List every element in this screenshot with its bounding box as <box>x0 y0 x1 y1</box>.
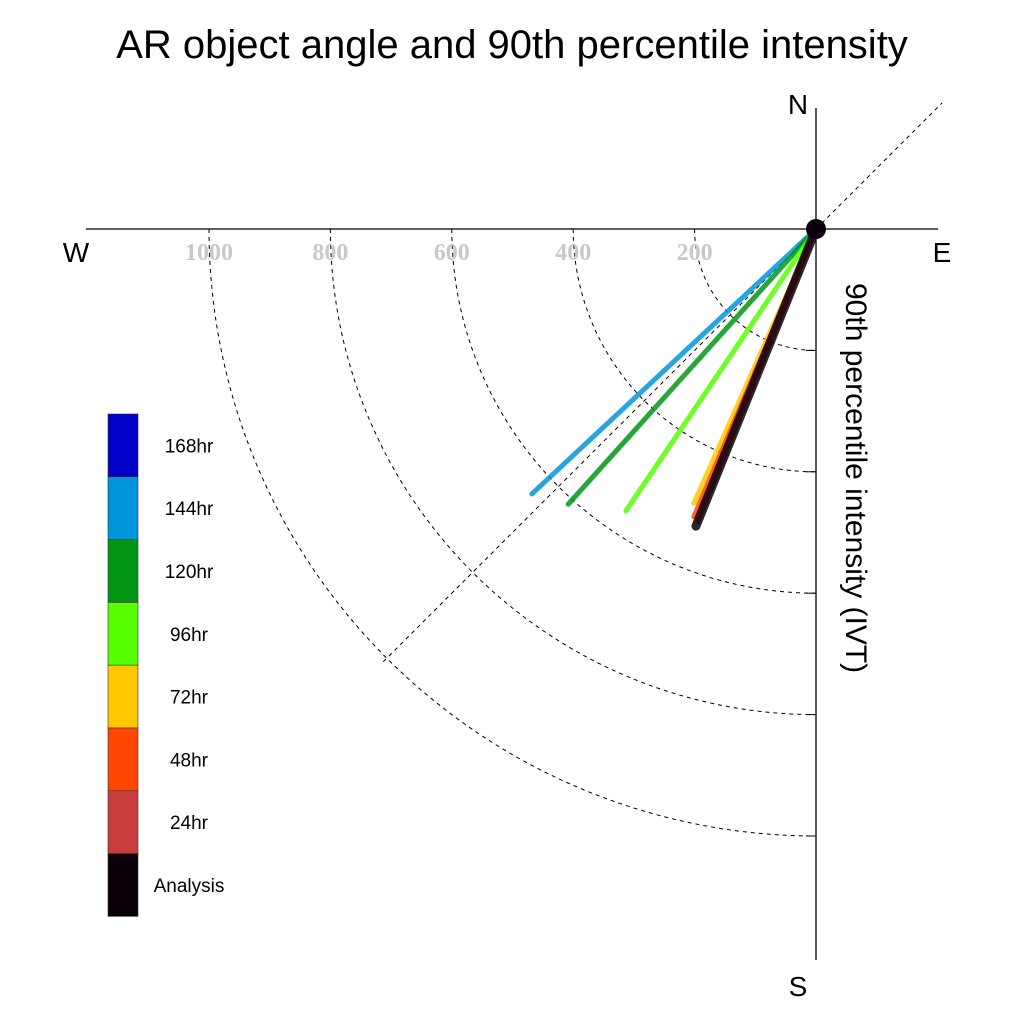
legend-label-analysis: Analysis <box>154 876 225 897</box>
legend-swatch-72hr <box>107 664 139 729</box>
legend-label-144hr: 144hr <box>165 499 214 520</box>
tick-label-600: 600 <box>434 240 470 266</box>
east-label: E <box>933 237 952 268</box>
legend-swatch-168hr <box>107 413 139 478</box>
south-label: S <box>789 971 808 1002</box>
tick-label-800: 800 <box>312 240 348 266</box>
legend-label-168hr: 168hr <box>165 436 214 457</box>
tick-label-200: 200 <box>677 240 713 266</box>
origin-marker <box>806 219 826 239</box>
legend-swatch-48hr <box>107 727 139 792</box>
north-label: N <box>788 89 808 120</box>
legend-label-96hr: 96hr <box>170 625 209 646</box>
diagonal-ne <box>815 102 943 230</box>
legend: 168hr 144hr 120hr 96hr 72hr 48hr 24hr Analysis <box>107 413 225 917</box>
radial-tick-labels: 1000 800 600 400 200 <box>185 240 713 266</box>
vector-144hr <box>529 226 819 497</box>
vector-96hr <box>623 226 819 514</box>
legend-label-48hr: 48hr <box>170 750 209 771</box>
tick-label-1000: 1000 <box>185 240 233 266</box>
legend-label-24hr: 24hr <box>170 813 209 834</box>
diagonal-sw <box>381 228 817 664</box>
legend-swatch-analysis <box>107 853 139 917</box>
legend-swatch-24hr <box>107 790 139 854</box>
chart-title: AR object angle and 90th percentile inte… <box>116 23 908 67</box>
grid-arc-1000 <box>208 228 817 837</box>
grid-arc-200 <box>694 228 817 351</box>
grid-arc-800 <box>329 228 817 716</box>
polar-grid <box>208 228 817 837</box>
legend-swatch-96hr <box>107 602 139 666</box>
series-vectors <box>529 224 821 531</box>
tick-label-400: 400 <box>555 240 591 266</box>
vector-analysis <box>691 224 821 531</box>
legend-label-120hr: 120hr <box>165 562 214 583</box>
y-axis-label: 90th percentile intensity (IVT) <box>839 283 872 673</box>
legend-swatch-144hr <box>107 476 139 540</box>
vector-120hr <box>565 226 819 507</box>
legend-swatch-120hr <box>107 539 139 603</box>
west-label: W <box>63 237 90 268</box>
legend-label-72hr: 72hr <box>170 688 209 709</box>
